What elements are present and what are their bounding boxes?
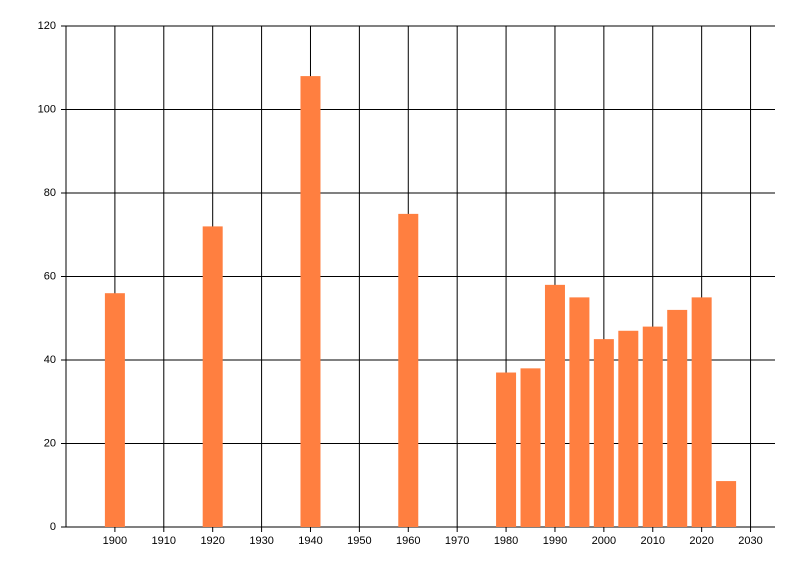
bar [569,297,590,527]
bar [496,372,517,527]
bar [618,330,639,527]
y-tick-label: 0 [50,521,56,533]
bar [300,76,321,527]
x-tick-label: 1920 [200,535,224,547]
bar [716,481,737,527]
x-tick-label: 2030 [738,535,762,547]
x-tick-label: 1990 [543,535,567,547]
y-tick-label: 80 [44,187,56,199]
x-tick-label: 2020 [689,535,713,547]
bar [104,293,125,527]
x-tick-label: 1980 [494,535,518,547]
y-tick-label: 100 [38,103,56,115]
bar [544,284,565,527]
x-tick-label: 1930 [249,535,273,547]
bar [642,326,663,527]
x-tick-label: 1970 [445,535,469,547]
x-tick-label: 2000 [592,535,616,547]
bar [398,213,419,527]
bar [667,309,688,527]
x-tick-label: 1950 [347,535,371,547]
x-tick-label: 1940 [298,535,322,547]
x-tick-label: 1960 [396,535,420,547]
y-tick-label: 60 [44,270,56,282]
bar [520,368,541,527]
x-tick-label: 2010 [641,535,665,547]
x-tick-label: 1900 [103,535,127,547]
bar [691,297,712,527]
bar [593,339,614,527]
y-tick-label: 40 [44,354,56,366]
bar [202,226,223,527]
x-tick-label: 1910 [152,535,176,547]
y-tick-label: 120 [38,20,56,32]
y-tick-label: 20 [44,437,56,449]
